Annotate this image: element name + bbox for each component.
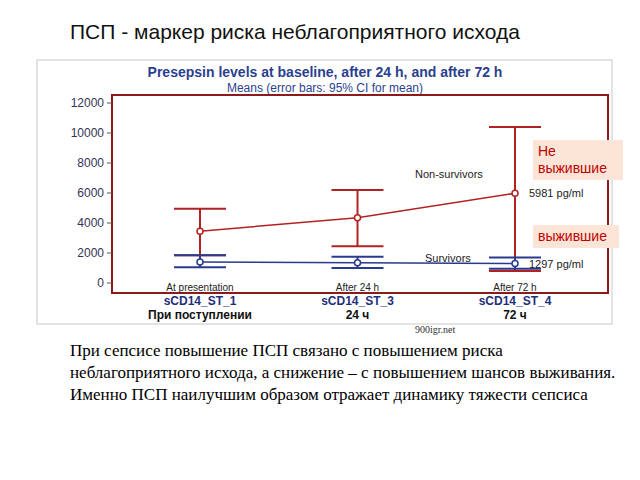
error-bar-cap-low	[174, 266, 226, 268]
period-label: At presentation	[166, 282, 233, 293]
marker	[512, 190, 518, 196]
y-tick	[107, 193, 112, 194]
error-bar	[174, 209, 226, 256]
x-sublabel: 72 ч	[503, 308, 527, 322]
x-tick-label: sCD14_ST_1	[164, 294, 237, 308]
y-tick	[107, 283, 112, 284]
caption: При сепсисе повышение ПСП связано с повы…	[70, 340, 618, 406]
error-bar	[174, 255, 226, 267]
data-label: 1297 pg/ml	[529, 258, 583, 270]
series-label-ru: Не выжившие	[533, 140, 623, 180]
y-tick-label: 4000	[77, 216, 104, 230]
watermark: 900igr.net	[415, 324, 455, 335]
marker	[512, 261, 518, 267]
error-bar-cap-high	[174, 208, 226, 210]
error-bar-cap-low	[489, 270, 541, 272]
series-line	[200, 193, 515, 231]
period-label: After 24 h	[336, 282, 379, 293]
y-tick-label: 10000	[71, 126, 105, 140]
x-tick-label: sCD14_ST_3	[321, 294, 394, 308]
marks	[174, 127, 541, 271]
error-bar	[332, 190, 384, 246]
series-label-ru: выжившие	[533, 225, 619, 248]
plot-frame	[112, 95, 608, 293]
y-tick	[107, 253, 112, 254]
error-bar-stem	[514, 127, 516, 271]
y-tick-label: 2000	[77, 246, 104, 260]
y-tick	[107, 163, 112, 164]
slide-title: ПСП - маркер риска неблагоприятного исхо…	[70, 20, 520, 44]
marker	[197, 259, 203, 265]
x-sublabel: При поступлении	[148, 308, 252, 322]
error-bar-cap-low	[332, 267, 384, 269]
data-label: 5981 pg/ml	[529, 187, 583, 199]
y-tick	[107, 103, 112, 104]
series-label: Survivors	[425, 252, 471, 264]
marker	[355, 260, 361, 266]
error-bar-cap-low	[332, 245, 384, 247]
error-bar-cap-high	[332, 256, 384, 258]
error-bar-cap-low	[174, 254, 226, 256]
error-bar-cap-high	[489, 126, 541, 128]
y-tick	[107, 223, 112, 224]
y-tick-label: 8000	[77, 156, 104, 170]
period-label: After 72 h	[493, 282, 536, 293]
error-bar-cap-high	[174, 254, 226, 256]
chart-title: Presepsin levels at baseline, after 24 h…	[148, 64, 503, 80]
error-bar-cap-high	[332, 189, 384, 191]
x-sublabel: 24 ч	[346, 308, 370, 322]
chart-background	[37, 60, 612, 324]
marker	[355, 215, 361, 221]
marker	[197, 228, 203, 234]
y-tick-label: 12000	[71, 96, 105, 110]
series-label: Non-survivors	[415, 168, 483, 180]
x-tick-label: sCD14_ST_4	[479, 294, 552, 308]
y-tick-label: 0	[97, 276, 104, 290]
y-tick-label: 6000	[77, 186, 104, 200]
chart-subtitle: Means (error bars: 95% CI for mean)	[227, 81, 423, 95]
y-tick	[107, 133, 112, 134]
